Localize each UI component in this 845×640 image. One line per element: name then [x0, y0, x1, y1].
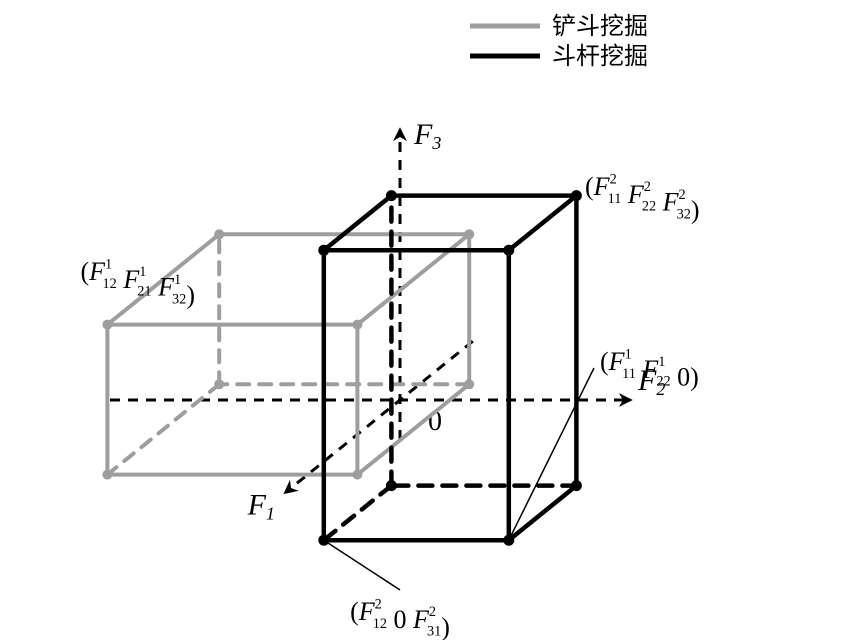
svg-text:F1: F1	[247, 488, 275, 523]
leader-line	[509, 193, 579, 250]
leader-line	[324, 540, 400, 590]
coord-label-black-bot: (F212 0 F231)	[350, 596, 450, 640]
coord-label-black-top-right: (F211 F222 F232)	[585, 171, 700, 224]
legend-label: 铲斗挖掘	[552, 13, 648, 40]
legend-label: 斗杆挖掘	[552, 43, 648, 70]
leader-line	[509, 368, 594, 540]
svg-text:F3: F3	[413, 118, 441, 153]
